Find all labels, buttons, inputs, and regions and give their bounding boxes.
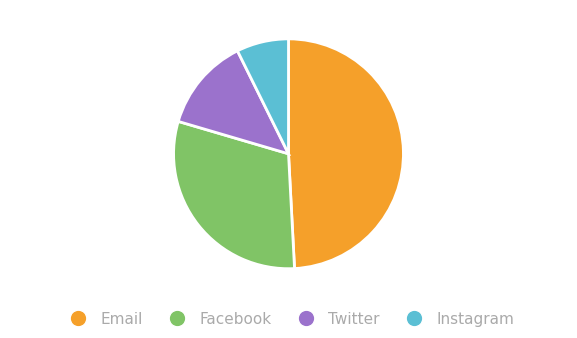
Wedge shape <box>288 39 403 269</box>
Wedge shape <box>178 51 288 154</box>
Wedge shape <box>174 121 294 269</box>
Legend: Email, Facebook, Twitter, Instagram: Email, Facebook, Twitter, Instagram <box>57 306 520 333</box>
Wedge shape <box>238 39 288 154</box>
